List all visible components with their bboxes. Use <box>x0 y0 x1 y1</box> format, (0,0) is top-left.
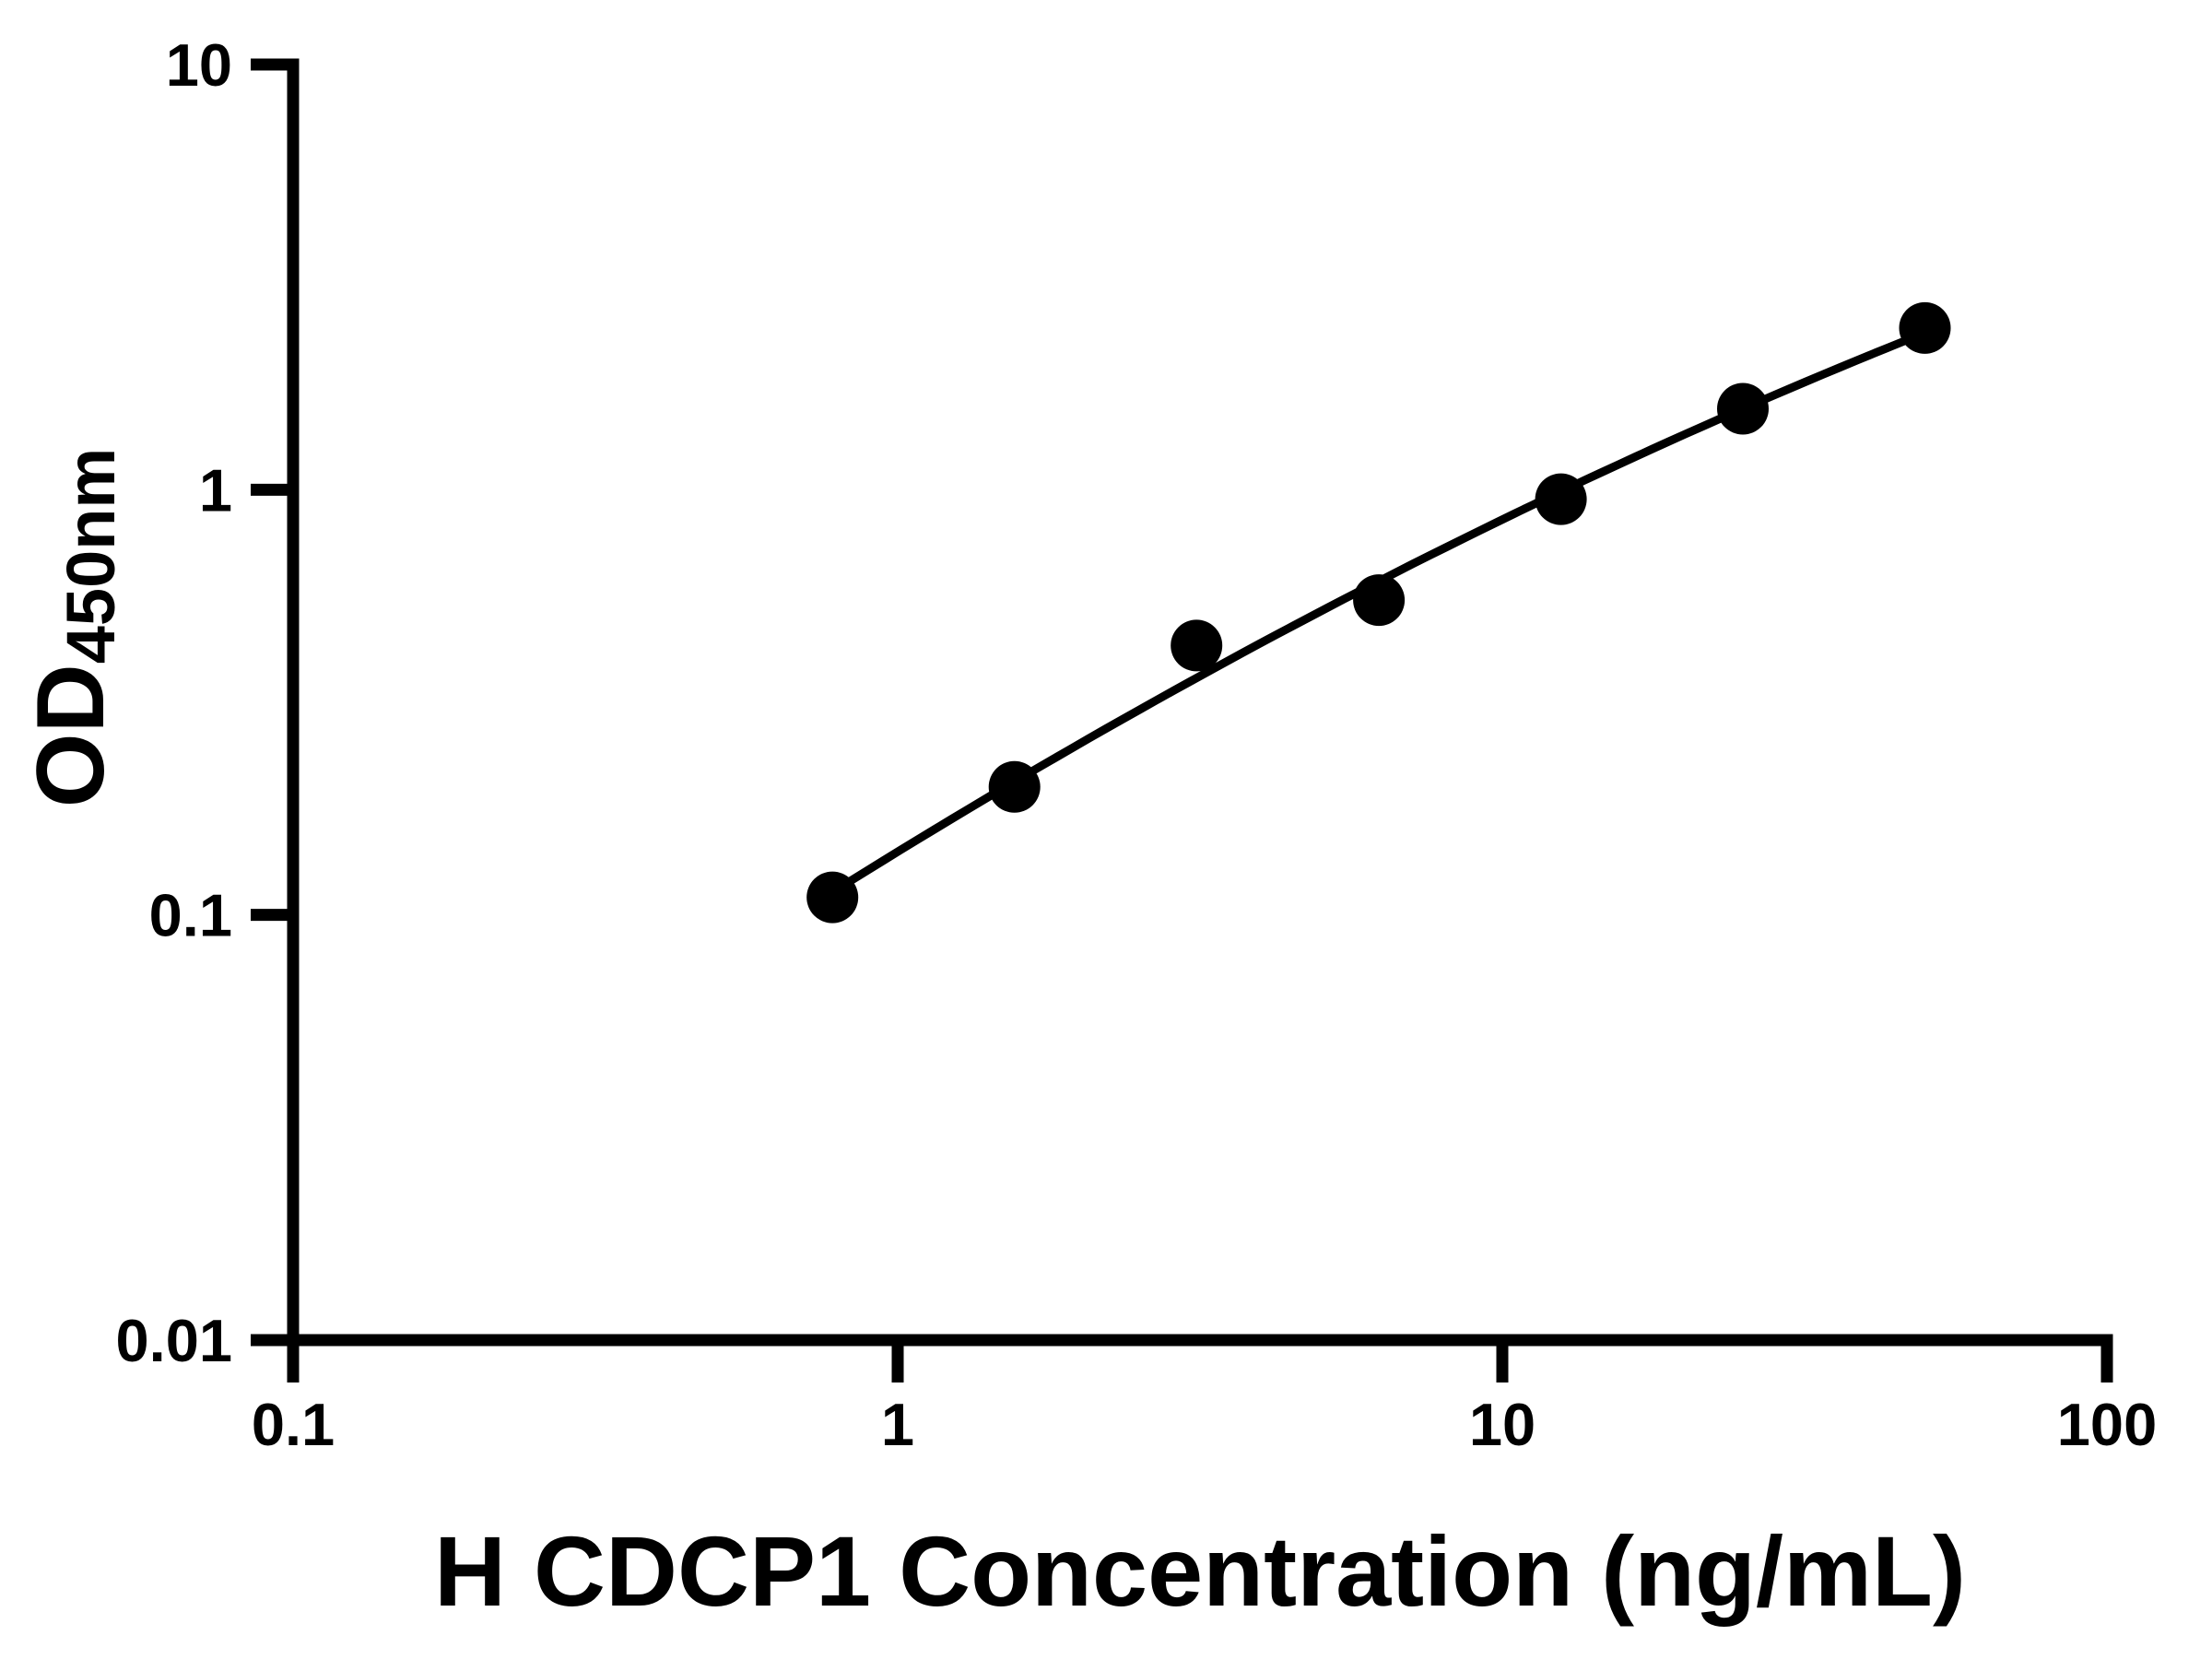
x-tick-label: 100 <box>2057 1391 2157 1458</box>
axes <box>287 58 2113 1347</box>
data-point <box>1353 574 1406 627</box>
y-tick-label: 0.1 <box>149 882 232 949</box>
x-tick-label: 1 <box>881 1391 914 1458</box>
data-point <box>806 871 859 924</box>
x-tick-label: 0.1 <box>252 1391 335 1458</box>
data-point <box>988 760 1041 813</box>
y-tick-label: 0.01 <box>115 1307 232 1374</box>
y-axis-title-subscript: 450nm <box>53 448 129 664</box>
y-tick-label: 1 <box>199 456 232 524</box>
data-series <box>806 301 1951 924</box>
x-tick-label: 10 <box>1469 1391 1535 1458</box>
data-point <box>1899 301 1951 354</box>
data-point <box>1717 382 1769 435</box>
y-tick-label: 10 <box>166 31 232 99</box>
axis-ticks: 0.01 0.1 1 10 0.1 1 10 100 <box>115 31 2157 1458</box>
y-axis-title-main: OD <box>18 664 124 807</box>
y-axis-title: OD450nm <box>18 448 129 807</box>
data-point <box>1171 619 1223 672</box>
x-axis-title: H CDCP1 Concentration (ng/mL) <box>434 1515 1966 1627</box>
data-point <box>1535 473 1587 525</box>
